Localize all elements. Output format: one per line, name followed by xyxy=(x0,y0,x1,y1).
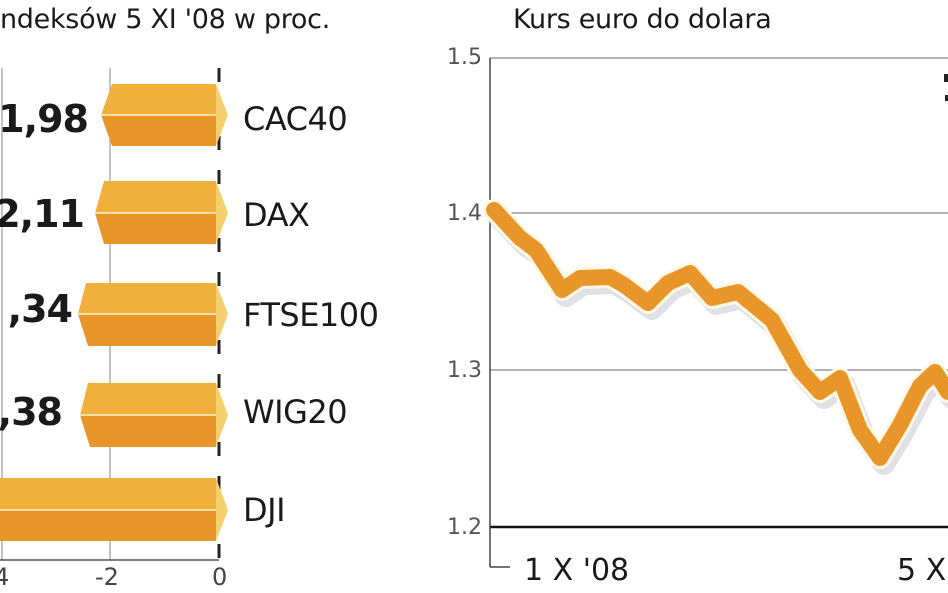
line-xlabel-start: 1 X '08 xyxy=(524,553,630,588)
bar-dax xyxy=(95,181,228,244)
bar-label-ftse100: FTSE100 xyxy=(243,296,379,334)
cropped-label-fragment xyxy=(944,74,948,82)
bar-xtick-minus4: 4 xyxy=(0,563,10,591)
line-series-eurusd xyxy=(486,202,948,466)
line-series-shadow xyxy=(487,205,948,475)
bar-label-cac40: CAC40 xyxy=(243,100,348,138)
line-ytick-1-5: 1.5 xyxy=(447,45,482,70)
line-ytick-1-3: 1.3 xyxy=(447,358,482,383)
line-ytick-1-4: 1.4 xyxy=(447,201,482,226)
bar-wig20 xyxy=(80,383,228,447)
bar-cac40 xyxy=(101,84,228,146)
bar-value-dax: 2,11 xyxy=(0,192,85,236)
bar-value-ftse100: ,34 xyxy=(7,287,73,331)
line-ytick-1-2: 1.2 xyxy=(447,515,482,540)
bar-xtick-minus2: -2 xyxy=(95,563,119,591)
bar-label-dji: DJI xyxy=(243,491,286,529)
line-series-outline xyxy=(483,199,948,469)
bar-label-wig20: WIG20 xyxy=(243,393,348,431)
bar-dji xyxy=(0,478,228,541)
bar-ftse100 xyxy=(78,283,228,346)
line-chart-title: Kurs euro do dolara xyxy=(513,4,772,35)
bar-chart-title: ndeksów 5 XI '08 w proc. xyxy=(0,4,330,35)
bar-label-dax: DAX xyxy=(243,196,310,234)
bar-value-cac40: 1,98 xyxy=(0,97,89,141)
bar-xtick-0: 0 xyxy=(212,563,228,591)
line-xlabel-end: 5 X xyxy=(897,553,947,588)
bar-value-wig20: ,38 xyxy=(0,390,63,434)
